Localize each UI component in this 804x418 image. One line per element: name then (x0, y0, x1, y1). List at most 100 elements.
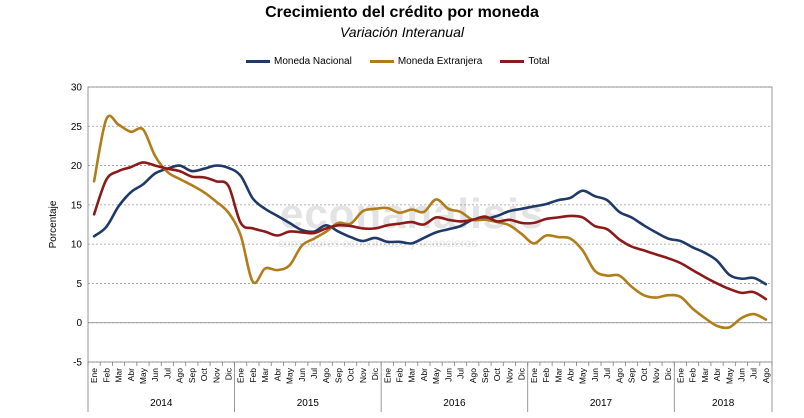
data-point-moneda-extranjera (350, 223, 352, 225)
x-tick-label: Oct (639, 367, 649, 381)
x-tick-label: Jul (456, 368, 466, 379)
x-tick-label: Dic (517, 367, 527, 380)
legend-label-moneda-extranjera: Moneda Extranjera (397, 56, 483, 67)
data-point-moneda-nacional (521, 208, 523, 210)
data-point-moneda-nacional (276, 215, 278, 217)
data-point-moneda-nacional (374, 237, 376, 239)
data-point-total (484, 216, 486, 218)
data-point-moneda-extranjera (459, 211, 462, 213)
data-point-moneda-nacional (337, 230, 339, 233)
data-point-total (301, 231, 303, 233)
x-tick-label: Oct (492, 367, 502, 381)
y-tick-label: 30 (71, 83, 83, 94)
data-point-moneda-nacional (569, 197, 572, 199)
data-point-moneda-nacional (716, 260, 718, 262)
data-point-total (753, 291, 755, 293)
data-point-total (240, 222, 242, 224)
series-line-total (92, 161, 768, 301)
x-tick-label: Abr (272, 368, 282, 381)
series-line-moneda-nacional (92, 164, 768, 286)
x-tick-label: Jul (162, 368, 172, 379)
x-tick-label: Abr (419, 368, 429, 381)
x-tick-label: Jun (297, 368, 307, 382)
y-tick-label: 25 (71, 122, 83, 133)
data-point-total (398, 223, 401, 225)
data-point-total (191, 175, 193, 178)
chart-subtitle: Variación Interanual (339, 24, 464, 40)
series-line-moneda-extranjera (92, 114, 768, 330)
data-point-moneda-nacional (630, 216, 633, 219)
x-tick-label: Oct (199, 367, 209, 381)
data-point-total (362, 227, 364, 230)
data-point-moneda-extranjera (679, 296, 681, 298)
data-point-moneda-extranjera (606, 274, 608, 277)
data-point-moneda-nacional (533, 205, 535, 208)
legend-item-total: Total (500, 56, 549, 67)
year-label: 2015 (297, 398, 320, 409)
x-tick-label: Mar (700, 368, 710, 383)
data-point-moneda-nacional (667, 238, 669, 240)
y-tick-label: 0 (76, 318, 82, 329)
data-point-moneda-extranjera (117, 124, 120, 126)
data-point-moneda-extranjera (447, 208, 449, 210)
data-point-total (606, 228, 608, 230)
data-point-moneda-nacional (765, 283, 767, 285)
data-point-total (215, 180, 217, 182)
legend-label-total: Total (528, 56, 550, 67)
data-point-moneda-extranjera (533, 242, 535, 244)
data-point-moneda-nacional (447, 228, 449, 230)
watermark-subtitle: consultores económicos y financieros (278, 236, 478, 250)
data-point-total (667, 257, 669, 259)
data-point-moneda-nacional (728, 274, 730, 276)
x-tick-label: Jun (590, 368, 600, 382)
y-tick-label: -5 (73, 358, 82, 369)
x-tick-label: Jul (749, 368, 759, 379)
year-label: 2014 (150, 398, 173, 409)
data-point-moneda-extranjera (411, 208, 413, 211)
data-point-moneda-extranjera (166, 171, 168, 173)
x-tick-label: Jun (736, 368, 746, 382)
data-point-moneda-extranjera (374, 208, 376, 210)
data-point-total (117, 170, 120, 172)
data-point-moneda-extranjera (618, 274, 620, 277)
x-tick-label: Feb (394, 368, 404, 383)
data-point-moneda-nacional (545, 203, 547, 205)
x-tick-label: Ene (529, 368, 539, 383)
data-point-moneda-extranjera (655, 296, 657, 299)
data-point-moneda-extranjera (716, 325, 718, 327)
data-point-total (423, 223, 425, 226)
x-tick-label: Ene (236, 368, 246, 383)
x-tick-label: Mar (553, 368, 563, 383)
data-point-moneda-extranjera (337, 222, 339, 224)
data-point-moneda-nacional (655, 231, 657, 233)
data-point-total (557, 216, 559, 219)
x-tick-label: Abr (565, 368, 575, 381)
data-point-moneda-nacional (350, 236, 352, 238)
x-tick-label: Nov (358, 367, 368, 383)
data-point-total (765, 298, 767, 300)
x-tick-label: Mar (114, 368, 124, 383)
legend-item-moneda-extranjera: Moneda Extranjera (369, 56, 483, 67)
data-point-moneda-extranjera (301, 245, 303, 247)
data-point-moneda-nacional (508, 210, 510, 212)
x-tick-label: Sep (333, 368, 343, 383)
x-tick-label: Feb (688, 368, 698, 383)
x-tick-label: Nov (211, 367, 221, 383)
data-point-moneda-extranjera (276, 269, 278, 271)
data-point-total (337, 224, 339, 226)
data-point-moneda-extranjera (594, 270, 596, 272)
data-point-moneda-extranjera (484, 219, 486, 221)
data-point-moneda-extranjera (179, 178, 181, 180)
data-point-moneda-nacional (203, 168, 205, 170)
plot-border (87, 86, 773, 363)
data-point-moneda-extranjera (569, 238, 572, 240)
data-point-moneda-nacional (423, 237, 425, 239)
x-tick-label: Oct (346, 367, 356, 381)
data-point-total (521, 222, 523, 224)
data-point-moneda-extranjera (398, 212, 401, 214)
x-tick-label: Jul (602, 368, 612, 379)
data-point-moneda-extranjera (423, 211, 425, 213)
data-point-moneda-extranjera (630, 285, 633, 288)
data-point-total (545, 218, 547, 220)
